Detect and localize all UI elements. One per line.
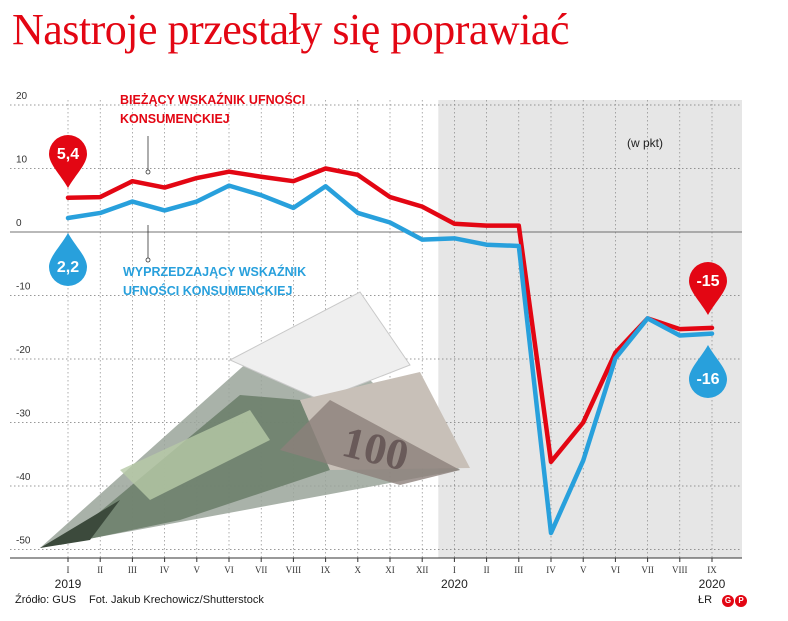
start-value-marker-leading-shape — [49, 233, 87, 286]
y-tick-label: -50 — [16, 536, 31, 547]
series-name-label: WYPRZEDZAJĄCY WSKAŹNIK — [123, 264, 306, 279]
x-tick-label: VIII — [286, 565, 302, 575]
x-tick-label: III — [514, 565, 523, 575]
x-tick-label: VI — [224, 565, 234, 575]
y-tick-label: 10 — [16, 155, 28, 166]
end-value-marker-current-text: -15 — [696, 273, 719, 290]
source-note: Źródło: GUS — [15, 594, 77, 606]
year-label: 2019 — [55, 577, 82, 591]
start-value-marker-leading: 2,2 — [49, 233, 87, 286]
start-value-marker-leading-text: 2,2 — [57, 259, 79, 276]
logo-right-letter: P — [735, 594, 747, 607]
series-layer — [65, 166, 715, 536]
x-tick-label: IX — [321, 565, 331, 575]
annotation-layer: (w pkt) BIEŻĄCY WSKAŹNIK UFNOŚCI KONSUMENC… — [49, 92, 727, 398]
year-label: 2020 — [441, 577, 468, 591]
x-tick-label: II — [97, 565, 103, 575]
y-tick-label: -10 — [16, 282, 31, 293]
end-value-marker-leading-text: -16 — [696, 371, 719, 388]
x-tick-label: VIII — [672, 565, 688, 575]
banknote-paper-plane-illustration: 100 — [40, 291, 470, 548]
series-name-label: KONSUMENCKIEJ — [120, 112, 230, 126]
start-value-marker-current: 5,4 — [49, 135, 87, 188]
x-tick-label: I — [453, 565, 456, 575]
x-tick-label: X — [355, 565, 362, 575]
x-tick-label: V — [580, 565, 587, 575]
y-tick-label: -40 — [16, 472, 31, 483]
unit-label: (w pkt) — [627, 136, 663, 150]
x-tick-label: XI — [385, 565, 395, 575]
publisher-logo: G P — [722, 594, 748, 607]
year-label: 2020 — [699, 577, 726, 591]
x-tick-label: I — [67, 565, 70, 575]
x-tick-label: II — [484, 565, 490, 575]
leader-dot — [145, 257, 151, 263]
series-name-label: UFNOŚCI KONSUMENCKIEJ — [123, 283, 293, 298]
y-tick-label: -20 — [16, 345, 31, 356]
photo-credit: Fot. Jakub Krechowicz/Shutterstock — [89, 594, 264, 606]
x-tick-label: IV — [546, 565, 556, 575]
end-value-marker-leading-shape — [689, 345, 727, 398]
x-tick-label: III — [128, 565, 137, 575]
end-value-marker-leading: -16 — [689, 345, 727, 398]
x-tick-label: V — [194, 565, 201, 575]
x-tick-label: XII — [416, 565, 429, 575]
series-name-label: BIEŻĄCY WSKAŹNIK UFNOŚCI — [120, 92, 305, 107]
leader-dot — [145, 169, 151, 175]
x-tick-label: VII — [255, 565, 268, 575]
y-tick-label: -30 — [16, 409, 31, 420]
logo-left-letter: G — [722, 594, 734, 607]
chart-title: Nastroje przestały się poprawiać — [12, 5, 570, 54]
x-tick-label: VII — [641, 565, 654, 575]
x-tick-label: VI — [611, 565, 621, 575]
x-tick-label: IV — [160, 565, 170, 575]
y-tick-label: 0 — [16, 218, 22, 229]
start-value-marker-current-shape — [49, 135, 87, 188]
author-initials: ŁR — [698, 594, 713, 606]
start-value-marker-current-text: 5,4 — [57, 146, 79, 163]
end-value-marker-current: -15 — [689, 262, 727, 315]
y-tick-label: 20 — [16, 91, 28, 102]
end-value-marker-current-shape — [689, 262, 727, 315]
x-tick-label: IX — [707, 565, 717, 575]
